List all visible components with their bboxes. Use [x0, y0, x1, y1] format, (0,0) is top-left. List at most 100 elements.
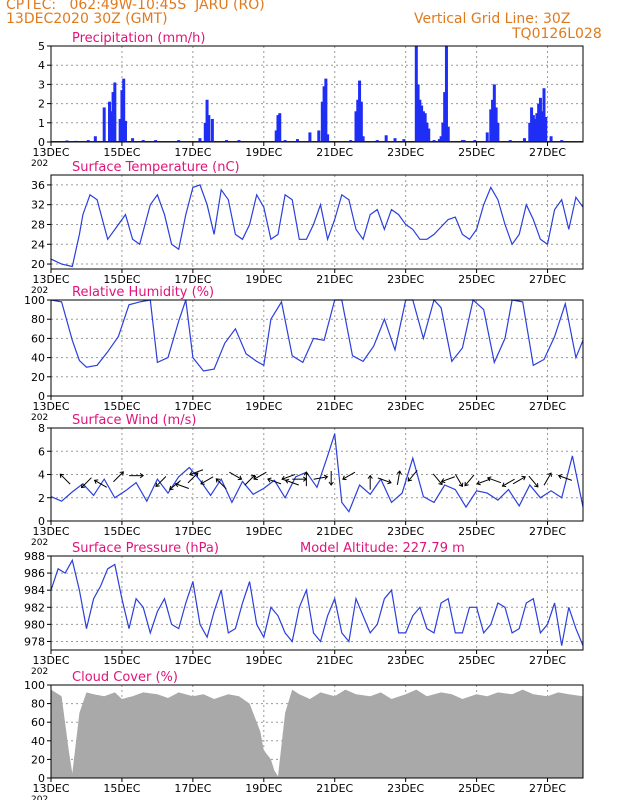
wind-arrow-shaft [94, 479, 107, 488]
precip-bar [528, 122, 532, 142]
precip-bar [423, 113, 427, 142]
wind-arrow-head [557, 474, 563, 479]
precip-bar [120, 90, 124, 142]
wind-arrow [486, 476, 502, 484]
wind-arrow-shaft [169, 480, 181, 490]
precip-bar [358, 80, 362, 142]
temp-xtick-label: 23DEC [387, 273, 424, 286]
pressure-ytick-label: 984 [24, 584, 45, 597]
pressure-xtick-label: 25DEC [458, 654, 495, 667]
rh-xtick-label: 17DEC [174, 400, 211, 413]
run-id: TQ0126L028 [512, 26, 602, 42]
wind-ytick-label: 8 [38, 422, 45, 435]
wind-xtick-label: 19DEC [245, 525, 282, 538]
wind-arrow [174, 482, 189, 489]
wind-arrow [303, 471, 309, 487]
wind-xtick-label: 13DEC [33, 525, 70, 538]
pressure-ytick-label: 986 [24, 567, 45, 580]
wind-arrow [557, 474, 573, 481]
precip-xtick-label: 27DEC [529, 146, 566, 159]
precip-ytick-label: 3 [38, 78, 45, 91]
wind-arrow-shaft [476, 478, 491, 485]
pressure-year-fragment: 202 [31, 667, 48, 677]
precip-bar [402, 139, 406, 142]
wind-arrow [229, 471, 243, 481]
precip-bar [118, 118, 122, 142]
cloud-xtick-label: 23DEC [387, 782, 424, 795]
wind-arrow-shaft [396, 471, 401, 485]
wind-arrow [200, 476, 214, 485]
wind-arrow [267, 477, 282, 485]
temp-ytick-label: 24 [31, 238, 45, 251]
wind-arrow [189, 469, 204, 477]
rh-title: Relative Humidity (%) [72, 285, 214, 300]
wind-arrow-head [237, 475, 243, 481]
cloud-frame [50, 684, 584, 779]
wind-arrow-shaft [487, 477, 502, 484]
wind-arrow-shaft [189, 469, 204, 476]
rh-ytick-label: 0 [38, 390, 45, 403]
wind-arrow-head [303, 471, 309, 476]
wind-arrow-head [59, 473, 64, 478]
wind-arrow-head [396, 470, 402, 475]
wind-arrow [253, 471, 267, 481]
precip-ytick-label: 5 [38, 40, 45, 53]
wind-arrow [367, 474, 373, 490]
precip-frame [50, 45, 584, 143]
pressure-xtick-label: 19DEC [245, 654, 282, 667]
precip-bar [492, 84, 496, 142]
pressure-xtick-label: 27DEC [529, 654, 566, 667]
wind-arrow [342, 471, 356, 481]
precip-bar [531, 115, 535, 142]
precip-bar [354, 111, 358, 142]
precip-xtick-label: 25DEC [458, 146, 495, 159]
precip-bar [122, 78, 126, 142]
wind-arrow-shaft [313, 476, 328, 480]
wind-arrow [281, 473, 296, 481]
cloud-xtick-label: 15DEC [103, 782, 140, 795]
precip-bar [322, 86, 326, 142]
wind-arrow-head [476, 480, 481, 486]
pressure-panel: 978 980 982 984 986 988 13DEC 15DEC 17DEC 19DEC 21… [24, 541, 584, 677]
temp-ytick-label: 28 [31, 218, 45, 231]
rh-line [50, 298, 584, 372]
precip-bar [102, 107, 106, 142]
rh-year-fragment: 202 [31, 413, 48, 423]
cloud-ytick-label: 100 [24, 679, 45, 692]
precip-bar [111, 92, 115, 142]
pressure-xtick-label: 17DEC [174, 654, 211, 667]
cloud-ytick-label: 80 [31, 698, 45, 711]
precip-bar [530, 107, 534, 142]
precip-bar [205, 99, 209, 142]
temp-xtick-label: 17DEC [174, 273, 211, 286]
cloud-xtick-label: 17DEC [174, 782, 211, 795]
precip-bar [109, 111, 113, 142]
wind-arrow-shaft [342, 471, 356, 480]
grid-note: Vertical Grid Line: 30Z [414, 11, 571, 27]
wind-arrow-head [501, 482, 507, 488]
wind-arrow-head [342, 475, 347, 481]
temp-title: Surface Temperature (nC) [72, 160, 240, 175]
wind-arrow [187, 472, 199, 484]
wind-line [50, 433, 584, 513]
wind-arrow-head [464, 481, 469, 487]
cloud-ytick-label: 60 [31, 716, 45, 729]
wind-arrow-head [267, 477, 272, 483]
wind-arrow-head [215, 478, 221, 483]
precip-xtick-label: 15DEC [103, 146, 140, 159]
wind-arrow-shaft [502, 478, 515, 487]
wind-arrow [169, 480, 181, 491]
wind-arrow-head [174, 482, 180, 488]
precip-bar [113, 82, 117, 142]
precip-title: Precipitation (mm/h) [72, 31, 205, 46]
precip-ytick-label: 4 [38, 59, 45, 72]
precip-bar [489, 109, 493, 142]
rh-xtick-label: 27DEC [529, 400, 566, 413]
cloud-year-fragment: 202 [31, 795, 48, 800]
temp-xtick-label: 13DEC [33, 273, 70, 286]
wind-arrow-shaft [377, 477, 392, 484]
wind-arrow [113, 471, 124, 483]
temp-xtick-label: 15DEC [103, 273, 140, 286]
cloud-ytick-label: 20 [31, 753, 45, 766]
precip-bar [549, 136, 553, 142]
